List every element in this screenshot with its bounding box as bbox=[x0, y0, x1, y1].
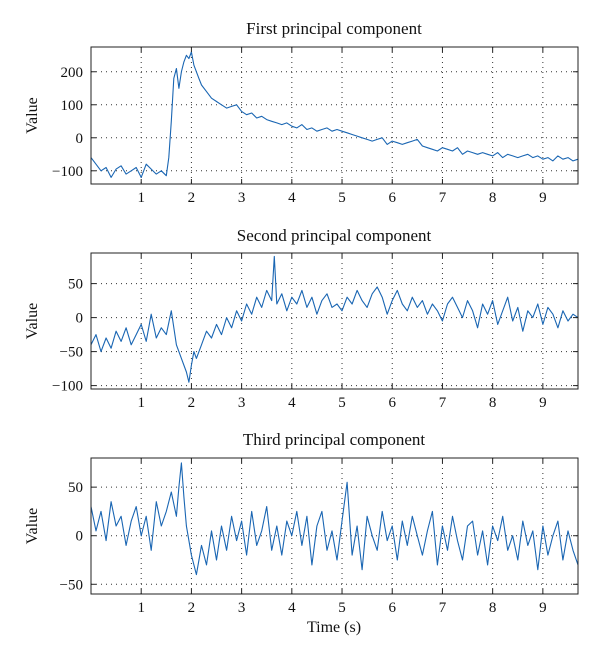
panel-second-component: Second principal component 1 2 3 4 5 6 7 8 9 −100… bbox=[24, 226, 579, 411]
y-tick-label: 0 bbox=[76, 311, 84, 327]
y-tick-label: −100 bbox=[52, 164, 83, 180]
y-tick-label: −50 bbox=[60, 577, 83, 593]
x-tick-label: 2 bbox=[188, 190, 196, 206]
x-tick-label: 7 bbox=[439, 600, 447, 616]
x-tick-label: 7 bbox=[439, 190, 447, 206]
y-tick-label: −50 bbox=[60, 345, 83, 361]
x-tick-label: 5 bbox=[338, 190, 346, 206]
x-tick-label: 6 bbox=[388, 600, 396, 616]
x-tick-label: 3 bbox=[238, 190, 246, 206]
y-axis-label: Value bbox=[24, 97, 41, 133]
x-axis-label: Time (s) bbox=[307, 619, 361, 636]
panel-title: Second principal component bbox=[237, 226, 432, 245]
y-tick-label: 200 bbox=[61, 65, 84, 81]
x-tick-label: 4 bbox=[288, 600, 296, 616]
x-tick-label: 9 bbox=[539, 395, 547, 411]
y-tick-label: 0 bbox=[76, 529, 84, 545]
x-tick-label: 8 bbox=[489, 395, 497, 411]
y-tick-label: 50 bbox=[68, 277, 83, 293]
x-tick-label: 9 bbox=[539, 600, 547, 616]
panel-first-component: First principal component 1 2 3 4 5 6 7 8 9 −100 0… bbox=[24, 19, 579, 206]
x-tick-label: 1 bbox=[137, 395, 145, 411]
x-tick-label: 8 bbox=[489, 190, 497, 206]
y-tick-label: −100 bbox=[52, 379, 83, 395]
series-line bbox=[90, 51, 579, 178]
series-line bbox=[90, 462, 579, 576]
x-tick-label: 3 bbox=[238, 395, 246, 411]
y-tick-label: 100 bbox=[61, 98, 84, 114]
panel-title: First principal component bbox=[246, 19, 422, 38]
y-tick-label: 0 bbox=[76, 131, 84, 147]
x-tick-label: 4 bbox=[288, 395, 296, 411]
plot-frame bbox=[90, 46, 579, 185]
panel-third-component: Third principal component 1 2 3 4 5 6 7 8 9 −50 0 5… bbox=[24, 430, 579, 616]
plot-frame bbox=[90, 252, 579, 390]
x-tick-label: 8 bbox=[489, 600, 497, 616]
y-axis-label: Value bbox=[24, 303, 41, 339]
x-tick-label: 5 bbox=[338, 600, 346, 616]
panel-title: Third principal component bbox=[243, 430, 426, 449]
series-line bbox=[90, 255, 579, 383]
y-axis-label: Value bbox=[24, 508, 41, 544]
x-tick-label: 6 bbox=[388, 395, 396, 411]
x-tick-label: 6 bbox=[388, 190, 396, 206]
x-tick-label: 3 bbox=[238, 600, 246, 616]
x-tick-label: 9 bbox=[539, 190, 547, 206]
x-tick-label: 7 bbox=[439, 395, 447, 411]
x-tick-label: 4 bbox=[288, 190, 296, 206]
x-tick-label: 1 bbox=[137, 600, 145, 616]
x-tick-label: 2 bbox=[188, 600, 196, 616]
y-tick-label: 50 bbox=[68, 480, 83, 496]
x-tick-label: 5 bbox=[338, 395, 346, 411]
x-tick-label: 1 bbox=[137, 190, 145, 206]
plot-frame bbox=[90, 457, 579, 595]
x-tick-label: 2 bbox=[188, 395, 196, 411]
